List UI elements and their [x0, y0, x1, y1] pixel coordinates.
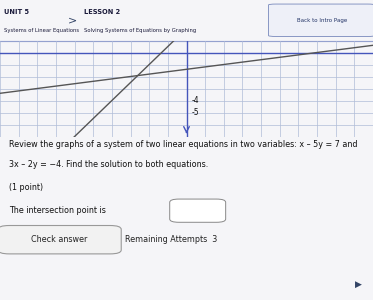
Text: -4: -4: [192, 96, 200, 105]
Text: ▶: ▶: [355, 280, 361, 289]
Text: UNIT 5: UNIT 5: [4, 9, 29, 15]
Text: Solving Systems of Equations by Graphing: Solving Systems of Equations by Graphing: [84, 28, 196, 32]
FancyBboxPatch shape: [170, 199, 226, 222]
Text: Back to Intro Page: Back to Intro Page: [297, 18, 347, 23]
FancyBboxPatch shape: [0, 226, 121, 254]
Text: Systems of Linear Equations: Systems of Linear Equations: [4, 28, 79, 32]
Text: Review the graphs of a system of two linear equations in two variables: x – 5y =: Review the graphs of a system of two lin…: [9, 140, 358, 149]
Text: The intersection point is: The intersection point is: [9, 206, 106, 215]
Text: 3x – 2y = −4. Find the solution to both equations.: 3x – 2y = −4. Find the solution to both …: [9, 160, 209, 169]
Text: (1 point): (1 point): [9, 183, 43, 192]
Text: -5: -5: [192, 108, 200, 117]
Text: >: >: [68, 15, 77, 25]
FancyBboxPatch shape: [269, 4, 373, 36]
Text: Check answer: Check answer: [31, 235, 88, 244]
Text: LESSON 2: LESSON 2: [84, 9, 120, 15]
Text: Remaining Attempts  3: Remaining Attempts 3: [125, 235, 217, 244]
